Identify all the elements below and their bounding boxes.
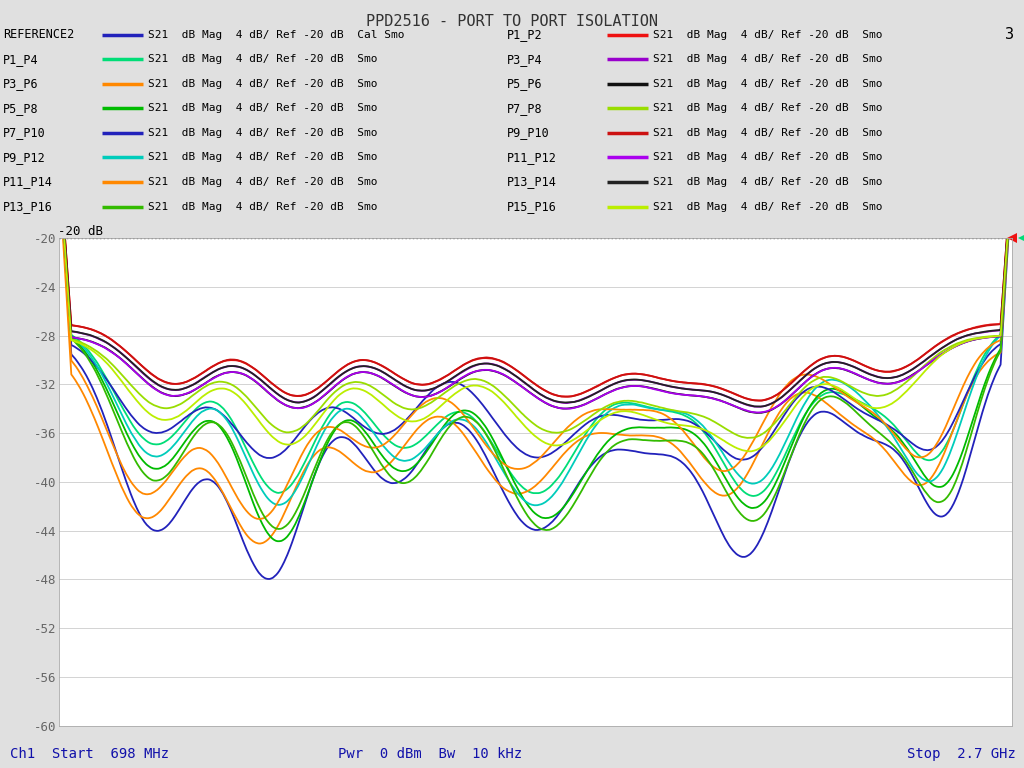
Text: PPD2516 - PORT TO PORT ISOLATION: PPD2516 - PORT TO PORT ISOLATION [366,14,658,29]
Text: P3_P6: P3_P6 [3,78,39,90]
Text: Ch1  Start  698 MHz: Ch1 Start 698 MHz [10,747,169,761]
Text: S21  dB Mag  4 dB/ Ref -20 dB  Smo: S21 dB Mag 4 dB/ Ref -20 dB Smo [653,152,883,163]
Text: S21  dB Mag  4 dB/ Ref -20 dB  Smo: S21 dB Mag 4 dB/ Ref -20 dB Smo [653,127,883,138]
Text: S21  dB Mag  4 dB/ Ref -20 dB  Smo: S21 dB Mag 4 dB/ Ref -20 dB Smo [653,103,883,114]
Text: P1_P2: P1_P2 [507,28,543,41]
Text: P7_P10: P7_P10 [3,127,46,139]
Text: P3_P4: P3_P4 [507,53,543,65]
Text: S21  dB Mag  4 dB/ Ref -20 dB  Smo: S21 dB Mag 4 dB/ Ref -20 dB Smo [148,103,378,114]
Text: S21  dB Mag  4 dB/ Ref -20 dB  Smo: S21 dB Mag 4 dB/ Ref -20 dB Smo [148,201,378,212]
Text: S21  dB Mag  4 dB/ Ref -20 dB  Smo: S21 dB Mag 4 dB/ Ref -20 dB Smo [148,152,378,163]
Text: P9_P10: P9_P10 [507,127,550,139]
Text: S21  dB Mag  4 dB/ Ref -20 dB  Smo: S21 dB Mag 4 dB/ Ref -20 dB Smo [148,127,378,138]
Text: S21  dB Mag  4 dB/ Ref -20 dB  Smo: S21 dB Mag 4 dB/ Ref -20 dB Smo [653,29,883,40]
Text: P5_P6: P5_P6 [507,78,543,90]
Text: P5_P8: P5_P8 [3,102,39,114]
Text: P13_P16: P13_P16 [3,200,53,213]
Text: P11_P14: P11_P14 [3,176,53,188]
Text: P9_P12: P9_P12 [3,151,46,164]
Text: P1_P4: P1_P4 [3,53,39,65]
Text: S21  dB Mag  4 dB/ Ref -20 dB  Smo: S21 dB Mag 4 dB/ Ref -20 dB Smo [653,201,883,212]
Text: P7_P8: P7_P8 [507,102,543,114]
Text: S21  dB Mag  4 dB/ Ref -20 dB  Smo: S21 dB Mag 4 dB/ Ref -20 dB Smo [653,54,883,65]
Text: -20 dB: -20 dB [58,225,103,238]
Text: Stop  2.7 GHz: Stop 2.7 GHz [907,747,1016,761]
Text: P13_P14: P13_P14 [507,176,557,188]
Text: REFERENCE2: REFERENCE2 [3,28,75,41]
Text: S21  dB Mag  4 dB/ Ref -20 dB  Smo: S21 dB Mag 4 dB/ Ref -20 dB Smo [148,54,378,65]
Text: 3: 3 [1005,27,1014,42]
Text: S21  dB Mag  4 dB/ Ref -20 dB  Cal Smo: S21 dB Mag 4 dB/ Ref -20 dB Cal Smo [148,29,404,40]
Text: S21  dB Mag  4 dB/ Ref -20 dB  Smo: S21 dB Mag 4 dB/ Ref -20 dB Smo [148,177,378,187]
Text: P15_P16: P15_P16 [507,200,557,213]
Text: S21  dB Mag  4 dB/ Ref -20 dB  Smo: S21 dB Mag 4 dB/ Ref -20 dB Smo [653,78,883,89]
Text: P11_P12: P11_P12 [507,151,557,164]
Text: S21  dB Mag  4 dB/ Ref -20 dB  Smo: S21 dB Mag 4 dB/ Ref -20 dB Smo [653,177,883,187]
Text: Pwr  0 dBm  Bw  10 kHz: Pwr 0 dBm Bw 10 kHz [338,747,522,761]
Text: S21  dB Mag  4 dB/ Ref -20 dB  Smo: S21 dB Mag 4 dB/ Ref -20 dB Smo [148,78,378,89]
